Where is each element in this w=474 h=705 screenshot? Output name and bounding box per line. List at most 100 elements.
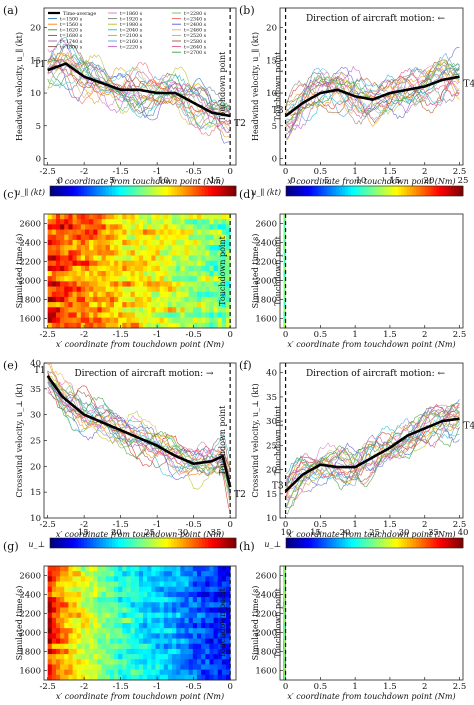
heatmap-cell <box>180 571 185 577</box>
colorbar-swatch <box>383 538 387 548</box>
colorbar-swatch <box>155 186 159 196</box>
heatmap-cell <box>68 576 73 582</box>
heatmap-cell <box>205 214 210 220</box>
heatmap-cell <box>159 302 165 308</box>
heatmap-cell <box>138 296 144 303</box>
heatmap-cell <box>205 286 210 293</box>
heatmap-cell <box>64 633 69 639</box>
heatmap-cell <box>184 659 190 665</box>
heatmap-cell <box>76 239 82 246</box>
panel-letter: (d) <box>239 188 255 201</box>
heatmap-cell <box>205 271 210 277</box>
heatmap-cell <box>155 234 161 241</box>
heatmap-cell <box>101 648 107 655</box>
heatmap-cell <box>176 617 181 624</box>
heatmap-cell <box>101 633 107 639</box>
heatmap-cell <box>114 255 119 262</box>
heatmap-cell <box>93 566 98 572</box>
heatmap-cell <box>143 271 148 277</box>
y-tick-label: 2600 <box>19 220 41 230</box>
snapshot-line <box>47 379 231 496</box>
heatmap-cell <box>55 669 61 676</box>
heatmap-cell <box>55 255 61 262</box>
heatmap-cell <box>201 302 206 308</box>
heatmap-cell <box>180 296 185 303</box>
heatmap-cell <box>118 654 123 660</box>
colorbar-swatch <box>81 186 85 196</box>
heatmap-cell <box>114 597 119 603</box>
heatmap-cell <box>109 307 115 313</box>
heatmap-cell <box>130 623 136 629</box>
heatmap-cell <box>184 623 190 629</box>
heatmap-cell <box>72 643 78 650</box>
heatmap-cell <box>143 674 148 681</box>
heatmap-cell <box>105 602 111 608</box>
heatmap-cell <box>55 633 61 639</box>
heatmap-cell <box>97 307 102 313</box>
heatmap-cell <box>226 648 231 655</box>
heatmap-cell <box>196 581 202 588</box>
colorbar-swatch <box>445 186 449 196</box>
heatmap-cell <box>118 566 123 572</box>
heatmap-cell <box>184 617 190 624</box>
heatmap-cell <box>109 255 115 262</box>
heatmap-cell <box>167 612 173 619</box>
heatmap-cell <box>217 571 223 577</box>
heatmap-cell <box>147 250 152 256</box>
heatmap-cell <box>143 260 148 267</box>
heatmap-cell <box>196 638 202 645</box>
heatmap-cell <box>97 229 102 236</box>
heatmap-cell <box>167 654 173 660</box>
heatmap-cell <box>167 648 173 655</box>
heatmap-cell <box>122 591 127 598</box>
heatmap-cell <box>122 312 127 319</box>
heatmap-cell <box>138 219 144 225</box>
heatmap-cell <box>221 265 227 272</box>
y-axis-label: Simulated time (s) <box>15 586 24 661</box>
heatmap-cell <box>72 224 78 230</box>
heatmap-cell <box>205 654 210 660</box>
heatmap-cell <box>167 602 173 608</box>
heatmap-cell <box>118 597 123 603</box>
heatmap-cell <box>114 623 119 629</box>
colorbar: 0 5 10 15 20 25u_∥ (kt) <box>251 176 468 197</box>
heatmap-cell <box>72 214 78 220</box>
x-tick-label: -1 <box>153 682 161 692</box>
colorbar-swatch <box>350 186 355 196</box>
heatmap-cell <box>80 654 86 660</box>
heatmap-cell <box>147 271 152 277</box>
heatmap-cell <box>147 286 152 293</box>
heatmap-cell <box>138 612 144 619</box>
heatmap-cell <box>64 654 69 660</box>
heatmap-cell <box>47 219 53 225</box>
heatmap-cell <box>159 239 165 246</box>
heatmap-cell <box>109 669 115 676</box>
heatmap-cell <box>105 669 111 676</box>
heatmap-cell <box>196 250 202 256</box>
heatmap-cell <box>97 607 102 614</box>
heatmap-cell <box>151 566 156 572</box>
heatmap-cell <box>130 312 136 319</box>
touchdown-label: Touchdown point <box>274 405 283 475</box>
heatmap-cell <box>118 607 123 614</box>
heatmap-cell <box>151 607 156 614</box>
colorbar-swatch <box>223 186 228 196</box>
colorbar-tick-label: 15 <box>210 176 221 186</box>
heatmap-cell <box>188 617 194 624</box>
colorbar-tick-label: 15 <box>78 528 89 538</box>
heatmap-cell <box>55 638 61 645</box>
heatmap-cell <box>205 229 210 236</box>
heatmap-cell <box>221 591 227 598</box>
heatmap-cell <box>201 674 206 681</box>
heatmap-cell <box>126 296 132 303</box>
heatmap-cell <box>84 638 90 645</box>
heatmap-cell <box>176 612 181 619</box>
heatmap-cell <box>84 312 90 319</box>
heatmap-cell <box>109 281 115 287</box>
heatmap-cell <box>159 633 165 639</box>
colorbar-swatch <box>65 538 69 548</box>
colorbar-swatch <box>336 186 340 196</box>
heatmap-cell <box>138 654 144 660</box>
colorbar-swatch <box>356 538 361 548</box>
colorbar-swatch <box>454 538 458 548</box>
